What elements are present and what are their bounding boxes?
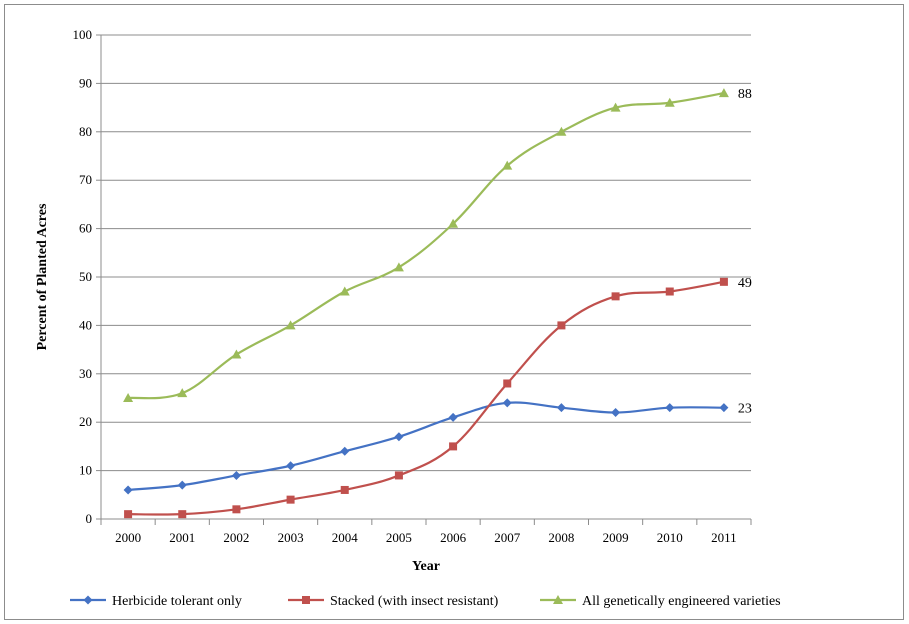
- y-tick-label: 30: [79, 366, 92, 381]
- y-tick-label: 0: [86, 511, 93, 526]
- gridlines: [101, 34, 751, 472]
- y-tick-label: 50: [79, 269, 92, 284]
- legend-label-0: Herbicide tolerant only: [112, 594, 242, 609]
- legend: Herbicide tolerant only Stacked (with ins…: [70, 594, 781, 609]
- x-tick-label: 2011: [711, 530, 737, 545]
- end-labels: 23 49 88: [738, 87, 752, 417]
- data-point-1-7: [503, 379, 512, 388]
- y-tick-label: 40: [79, 317, 92, 332]
- legend-label-1: Stacked (with insect resistant): [330, 594, 499, 609]
- y-tick-label: 70: [79, 172, 92, 187]
- data-point-0-9: [611, 408, 621, 418]
- data-point-0-1: [177, 480, 187, 490]
- axes: [96, 34, 752, 525]
- y-tick-labels: 0 10 20 30 40 50 60 70 80 90 100: [73, 27, 93, 526]
- data-point-0-5: [394, 432, 404, 442]
- x-tick-label: 2005: [386, 530, 412, 545]
- legend-marker-2: [553, 595, 563, 604]
- data-point-2-10: [664, 97, 675, 107]
- legend-marker-0: [83, 595, 93, 605]
- series-markers: [123, 88, 729, 519]
- x-tick-label: 2009: [603, 530, 629, 545]
- x-tick-label: 2007: [494, 530, 521, 545]
- data-point-1-6: [449, 442, 458, 451]
- data-point-0-7: [502, 398, 512, 408]
- x-tick-label: 2003: [278, 530, 304, 545]
- series-lines: [127, 91, 725, 516]
- data-point-0-2: [231, 470, 241, 480]
- data-point-1-8: [557, 321, 566, 330]
- data-point-2-0: [123, 393, 134, 402]
- x-tick-label: 2010: [657, 530, 683, 545]
- end-label-1: 49: [738, 276, 752, 291]
- y-axis-title: Percent of Planted Acres: [35, 203, 50, 350]
- data-point-2-8: [556, 126, 567, 136]
- data-point-1-0: [124, 510, 133, 519]
- data-point-1-3: [286, 495, 295, 504]
- data-point-2-7: [502, 160, 513, 170]
- x-tick-label: 2000: [115, 530, 141, 545]
- series-line-0: [127, 401, 724, 492]
- series-line-2: [127, 91, 725, 400]
- data-point-2-4: [339, 286, 350, 296]
- y-tick-label: 100: [73, 27, 93, 42]
- data-point-0-10: [665, 403, 675, 413]
- data-point-0-0: [123, 485, 133, 495]
- data-point-1-10: [665, 287, 674, 296]
- data-point-0-6: [448, 412, 458, 422]
- y-tick-label: 20: [79, 414, 92, 429]
- data-point-1-2: [232, 505, 241, 514]
- x-axis-title: Year: [412, 559, 440, 574]
- data-point-0-11: [719, 403, 729, 413]
- data-point-0-3: [286, 461, 296, 471]
- y-tick-label: 60: [79, 221, 92, 236]
- end-label-0: 23: [738, 402, 752, 417]
- x-tick-label: 2002: [223, 530, 249, 545]
- x-tick-label: 2008: [548, 530, 574, 545]
- data-point-2-5: [393, 262, 404, 272]
- data-point-2-11: [718, 88, 729, 98]
- data-point-1-4: [340, 485, 349, 494]
- legend-marker-1: [302, 596, 310, 604]
- data-point-0-4: [340, 446, 350, 456]
- data-point-1-9: [611, 292, 620, 301]
- y-tick-label: 10: [79, 463, 92, 478]
- x-tick-label: 2004: [332, 530, 359, 545]
- y-tick-label: 90: [79, 75, 92, 90]
- x-tick-label: 2001: [169, 530, 195, 545]
- chart-frame: [4, 4, 904, 620]
- y-tick-label: 80: [79, 124, 92, 139]
- x-tick-label: 2006: [440, 530, 467, 545]
- data-point-2-9: [610, 102, 621, 112]
- data-point-0-8: [556, 403, 566, 413]
- data-point-2-2: [231, 349, 242, 359]
- x-tick-labels: 2000 2001 2002 2003 2004 2005 2006 2007 2008 2009…: [115, 530, 737, 545]
- data-point-2-1: [177, 388, 188, 398]
- data-point-1-11: [719, 277, 728, 286]
- legend-label-2: All genetically engineered varieties: [582, 594, 781, 609]
- data-point-2-6: [448, 218, 459, 228]
- data-point-2-3: [285, 320, 296, 330]
- data-point-1-5: [394, 471, 403, 480]
- data-point-1-1: [178, 510, 187, 519]
- end-label-2: 88: [738, 87, 752, 102]
